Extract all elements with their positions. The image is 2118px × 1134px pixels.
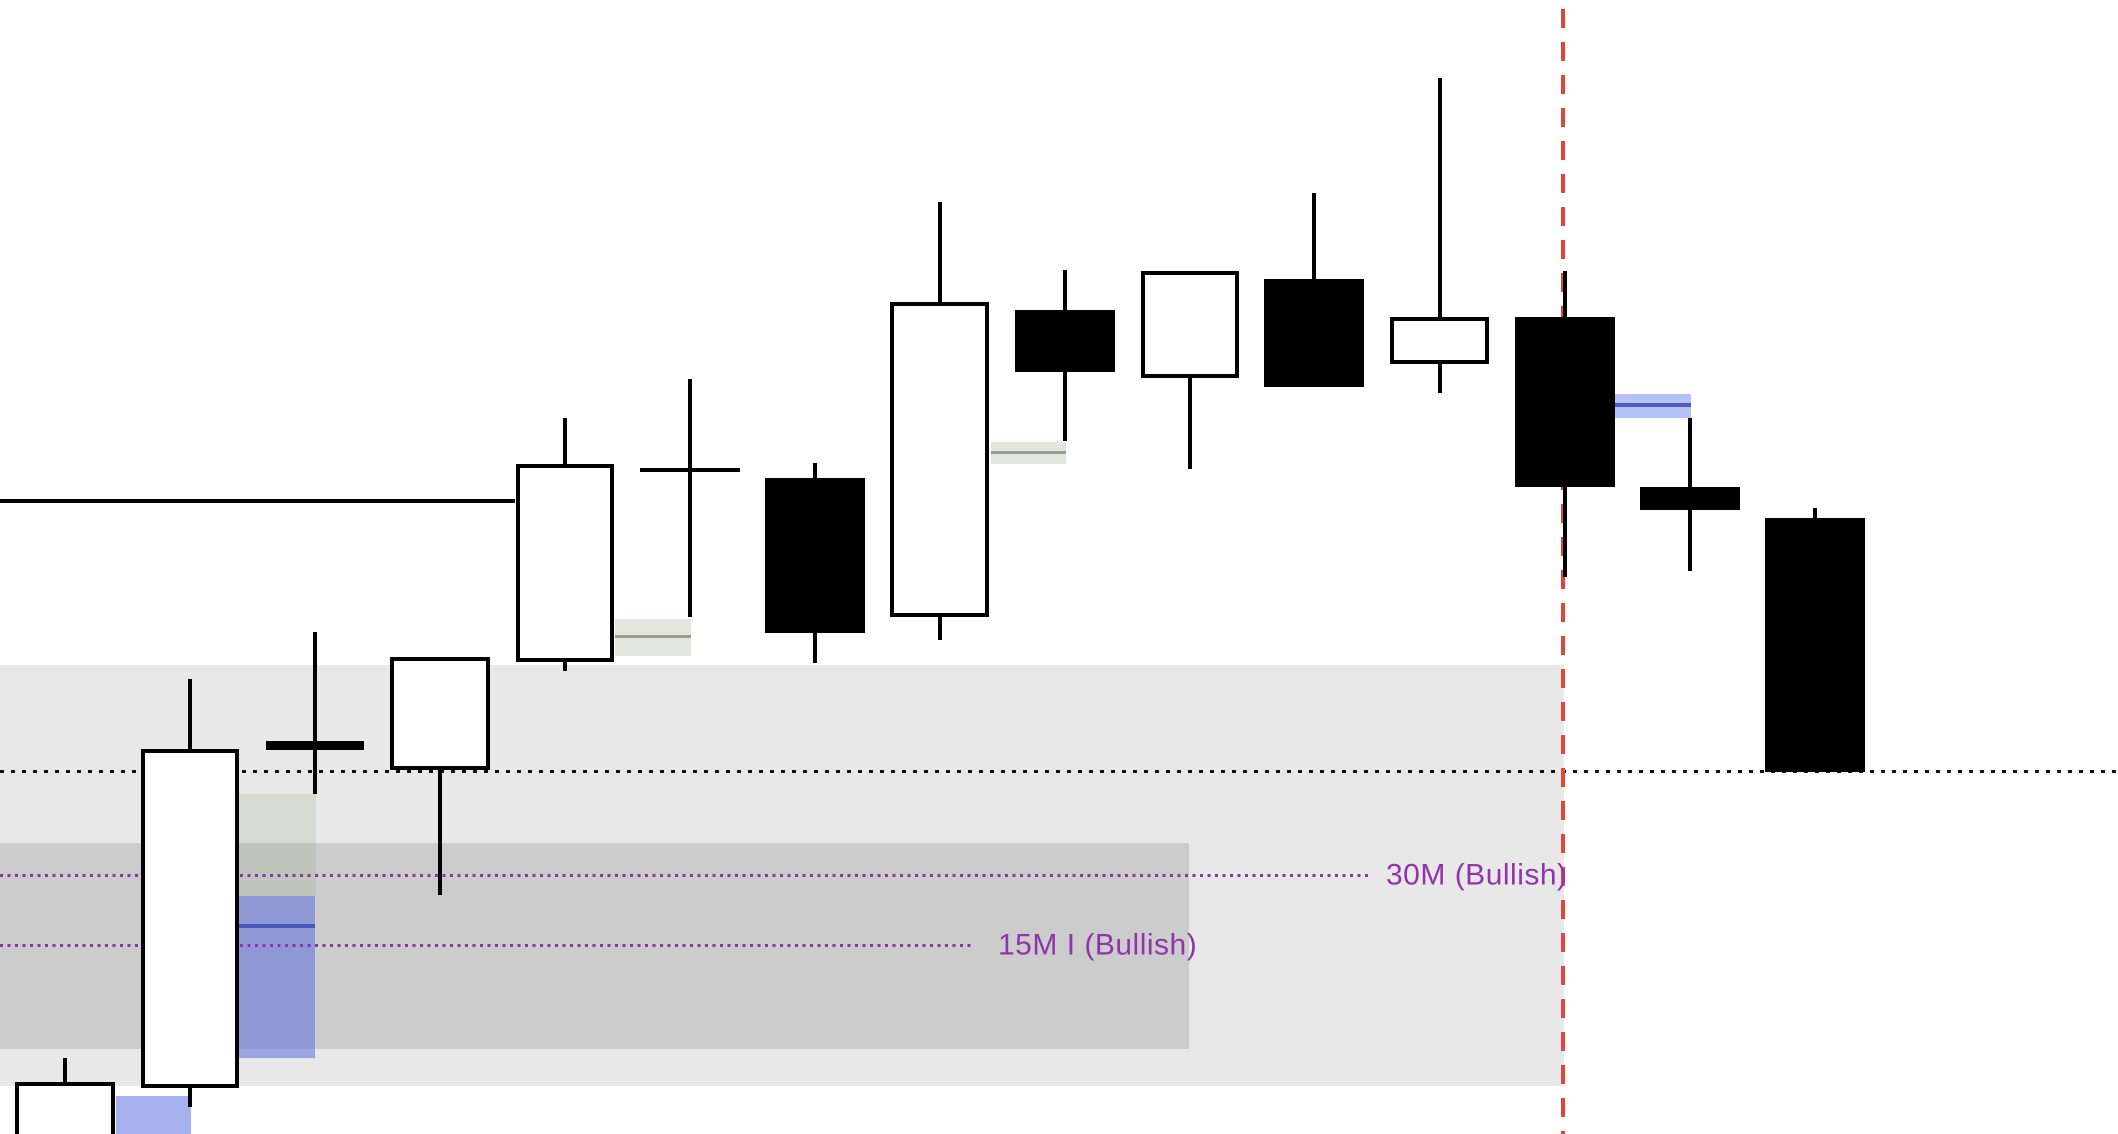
fvg-box-upper-midline (991, 451, 1066, 454)
candle-1-body (15, 1082, 115, 1134)
fvg-box-mid-midline (615, 635, 691, 638)
equilibrium-dotted-line (0, 770, 2118, 773)
candle-2-upper-wick (188, 679, 192, 749)
candle-6-lower-wick (688, 472, 692, 617)
candle-7-lower-wick (813, 633, 817, 663)
candle-6-upper-wick (688, 379, 692, 468)
candle-3-body (266, 741, 364, 750)
blue-order-block-left-midline (239, 924, 315, 928)
candle-13-upper-wick (1563, 271, 1567, 317)
candle-15-upper-wick (1813, 508, 1817, 518)
candle-9-upper-wick (1063, 270, 1067, 310)
candle-13-body (1515, 317, 1615, 487)
candle-2-body (141, 749, 239, 1088)
candle-13-lower-wick (1563, 487, 1567, 577)
candle-5-upper-wick (563, 418, 567, 464)
candle-15-body (1765, 518, 1865, 772)
candle-7-body (765, 478, 865, 633)
dotted-line-30m (0, 874, 1368, 877)
candle-9-body (1015, 310, 1115, 372)
candle-8-lower-wick (937, 617, 942, 640)
candle-4-lower-wick (438, 770, 442, 895)
candle-3-upper-wick (313, 632, 317, 741)
candle-14-upper-wick (1688, 418, 1692, 487)
timeframe-label-15m[interactable]: 15M I (Bullish) (998, 928, 1198, 962)
candle-5-body (516, 464, 614, 662)
blue-order-block-left (239, 896, 315, 1058)
blue-order-block-right-midline (1615, 403, 1691, 407)
blue-order-block-bottom (116, 1096, 191, 1134)
candle-8-body (890, 302, 989, 617)
candle-5-lower-wick (563, 662, 567, 671)
candle-8-upper-wick (937, 202, 942, 302)
candle-6-body (640, 468, 740, 472)
timeframe-label-30m[interactable]: 30M (Bullish) (1386, 858, 1568, 892)
candle-1-upper-wick (63, 1058, 67, 1082)
candle-9-lower-wick (1063, 372, 1067, 441)
candle-11-body (1264, 279, 1364, 387)
candle-14-body (1640, 487, 1740, 510)
candle-4-body (390, 657, 490, 770)
candle-14-lower-wick (1688, 510, 1692, 571)
dotted-line-15m (0, 944, 975, 947)
candle-3-lower-wick (313, 750, 317, 794)
candle-12-body (1390, 317, 1489, 364)
candle-11-upper-wick (1312, 193, 1316, 279)
candle-10-lower-wick (1188, 378, 1192, 469)
candle-12-upper-wick (1437, 78, 1442, 317)
candle-7-upper-wick (813, 463, 817, 478)
candle-12-lower-wick (1437, 364, 1442, 393)
equal-high-line (0, 499, 515, 503)
candle-10-body (1141, 271, 1239, 378)
candle-2-lower-wick (188, 1088, 192, 1107)
green-gray-box (239, 794, 316, 896)
